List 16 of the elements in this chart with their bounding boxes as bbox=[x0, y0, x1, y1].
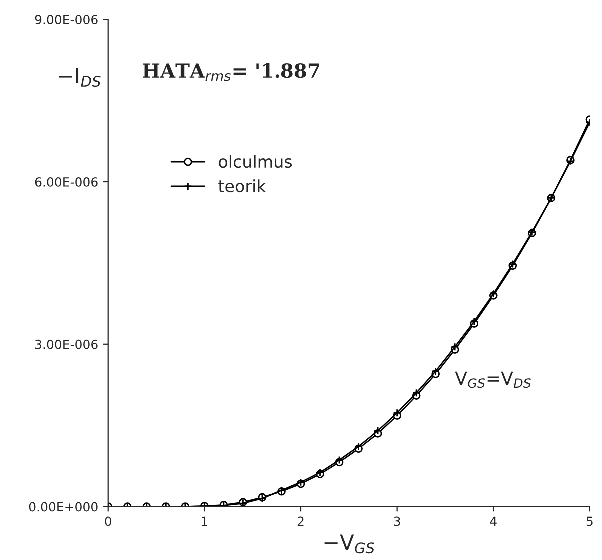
x-tick-label: 4 bbox=[490, 516, 497, 526]
y-tick-label: 0.00E+000 bbox=[29, 502, 98, 512]
legend-label: teorik bbox=[218, 180, 266, 193]
y-axis-title: −I$_{DS}$ bbox=[59, 68, 101, 88]
y-tick-label: 3.00E-006 bbox=[35, 340, 98, 350]
annotation: V$_{GS}$=V$_{DS}$ bbox=[455, 372, 531, 388]
x-tick-label: 0 bbox=[105, 516, 112, 526]
y-tick-label: 6.00E-006 bbox=[35, 177, 98, 187]
x-tick-label: 2 bbox=[298, 516, 304, 526]
x-tick-label: 1 bbox=[202, 516, 208, 526]
x-tick-label: 5 bbox=[586, 516, 593, 526]
annotation: HATA$_{rms}$= '1.887 bbox=[142, 63, 320, 82]
x-tick-label: 3 bbox=[394, 516, 400, 526]
x-axis-title: −V$_{GS}$ bbox=[324, 534, 375, 554]
legend-label: olculmus bbox=[219, 155, 292, 168]
y-tick-label: 9.00E-006 bbox=[35, 15, 98, 25]
